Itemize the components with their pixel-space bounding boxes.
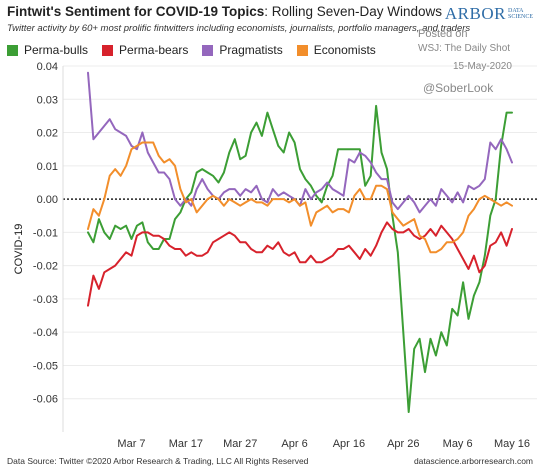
logo-subtext: DATA SCIENCE xyxy=(507,8,533,20)
legend-item-perma-bulls[interactable]: Perma-bulls xyxy=(7,43,88,57)
x-tick-label: Mar 27 xyxy=(223,438,257,450)
y-tick-label: 0.03 xyxy=(37,94,58,106)
series-line-perma-bulls xyxy=(87,104,513,413)
y-tick-label: 0.01 xyxy=(37,161,58,173)
chart-title-main: Fintwit's Sentiment for COVID-19 Topics xyxy=(7,4,265,19)
legend-item-perma-bears[interactable]: Perma-bears xyxy=(102,43,188,57)
x-tick-label: May 16 xyxy=(494,438,530,450)
y-tick-label: 0.04 xyxy=(37,61,58,73)
legend-label-pragmatists: Pragmatists xyxy=(219,43,283,57)
footer-url: datascience.arborresearch.com xyxy=(413,456,533,466)
y-tick-label: -0.01 xyxy=(33,227,58,239)
y-tick-label: -0.04 xyxy=(33,327,58,339)
legend-label-perma-bulls: Perma-bulls xyxy=(24,43,89,57)
handle-watermark: @SoberLook xyxy=(423,81,494,95)
legend-swatch-perma-bears xyxy=(102,44,114,56)
y-tick-label: -0.02 xyxy=(33,261,58,273)
legend-swatch-economists xyxy=(296,44,308,56)
series-line-economists xyxy=(87,141,513,254)
source-watermark: WSJ: The Daily Shot xyxy=(418,43,511,54)
series-line-perma-bears xyxy=(87,221,513,307)
legend-item-economists[interactable]: Economists xyxy=(296,43,376,57)
legend-item-pragmatists[interactable]: Pragmatists xyxy=(202,43,283,57)
chart-title: Fintwit's Sentiment for COVID-19 Topics:… xyxy=(7,4,442,19)
x-tick-label: Mar 7 xyxy=(117,438,145,450)
legend-swatch-pragmatists xyxy=(202,44,214,56)
posted-watermark: Posted on xyxy=(418,28,468,40)
y-tick-label: -0.05 xyxy=(33,360,58,372)
y-tick-label: 0.00 xyxy=(37,194,58,206)
x-tick-label: Apr 16 xyxy=(333,438,365,450)
footer-source: Data Source: Twitter ©2020 Arbor Researc… xyxy=(7,456,309,466)
legend-label-perma-bears: Perma-bears xyxy=(119,43,189,57)
y-tick-label: -0.03 xyxy=(33,294,58,306)
y-tick-label: -0.06 xyxy=(33,394,58,406)
chart-subtitle: Twitter activity by 60+ most prolific fi… xyxy=(7,23,471,34)
chart-title-rest: : Rolling Seven-Day Windows xyxy=(264,4,443,19)
legend-label-economists: Economists xyxy=(313,43,376,57)
x-tick-label: Apr 26 xyxy=(387,438,419,450)
y-tick-label: 0.02 xyxy=(37,128,58,140)
x-tick-label: Mar 17 xyxy=(169,438,203,450)
date-watermark: 15-May-2020 xyxy=(453,61,512,72)
legend: Perma-bulls Perma-bears Pragmatists Econ… xyxy=(7,43,376,57)
logo-wordmark: ARBOR xyxy=(444,4,506,23)
x-tick-label: May 6 xyxy=(443,438,473,450)
arbor-logo: ARBOR DATA SCIENCE xyxy=(445,4,533,24)
x-tick-label: Apr 6 xyxy=(281,438,307,450)
y-axis-title: COVID-19 xyxy=(13,224,25,275)
legend-swatch-perma-bulls xyxy=(7,44,18,56)
